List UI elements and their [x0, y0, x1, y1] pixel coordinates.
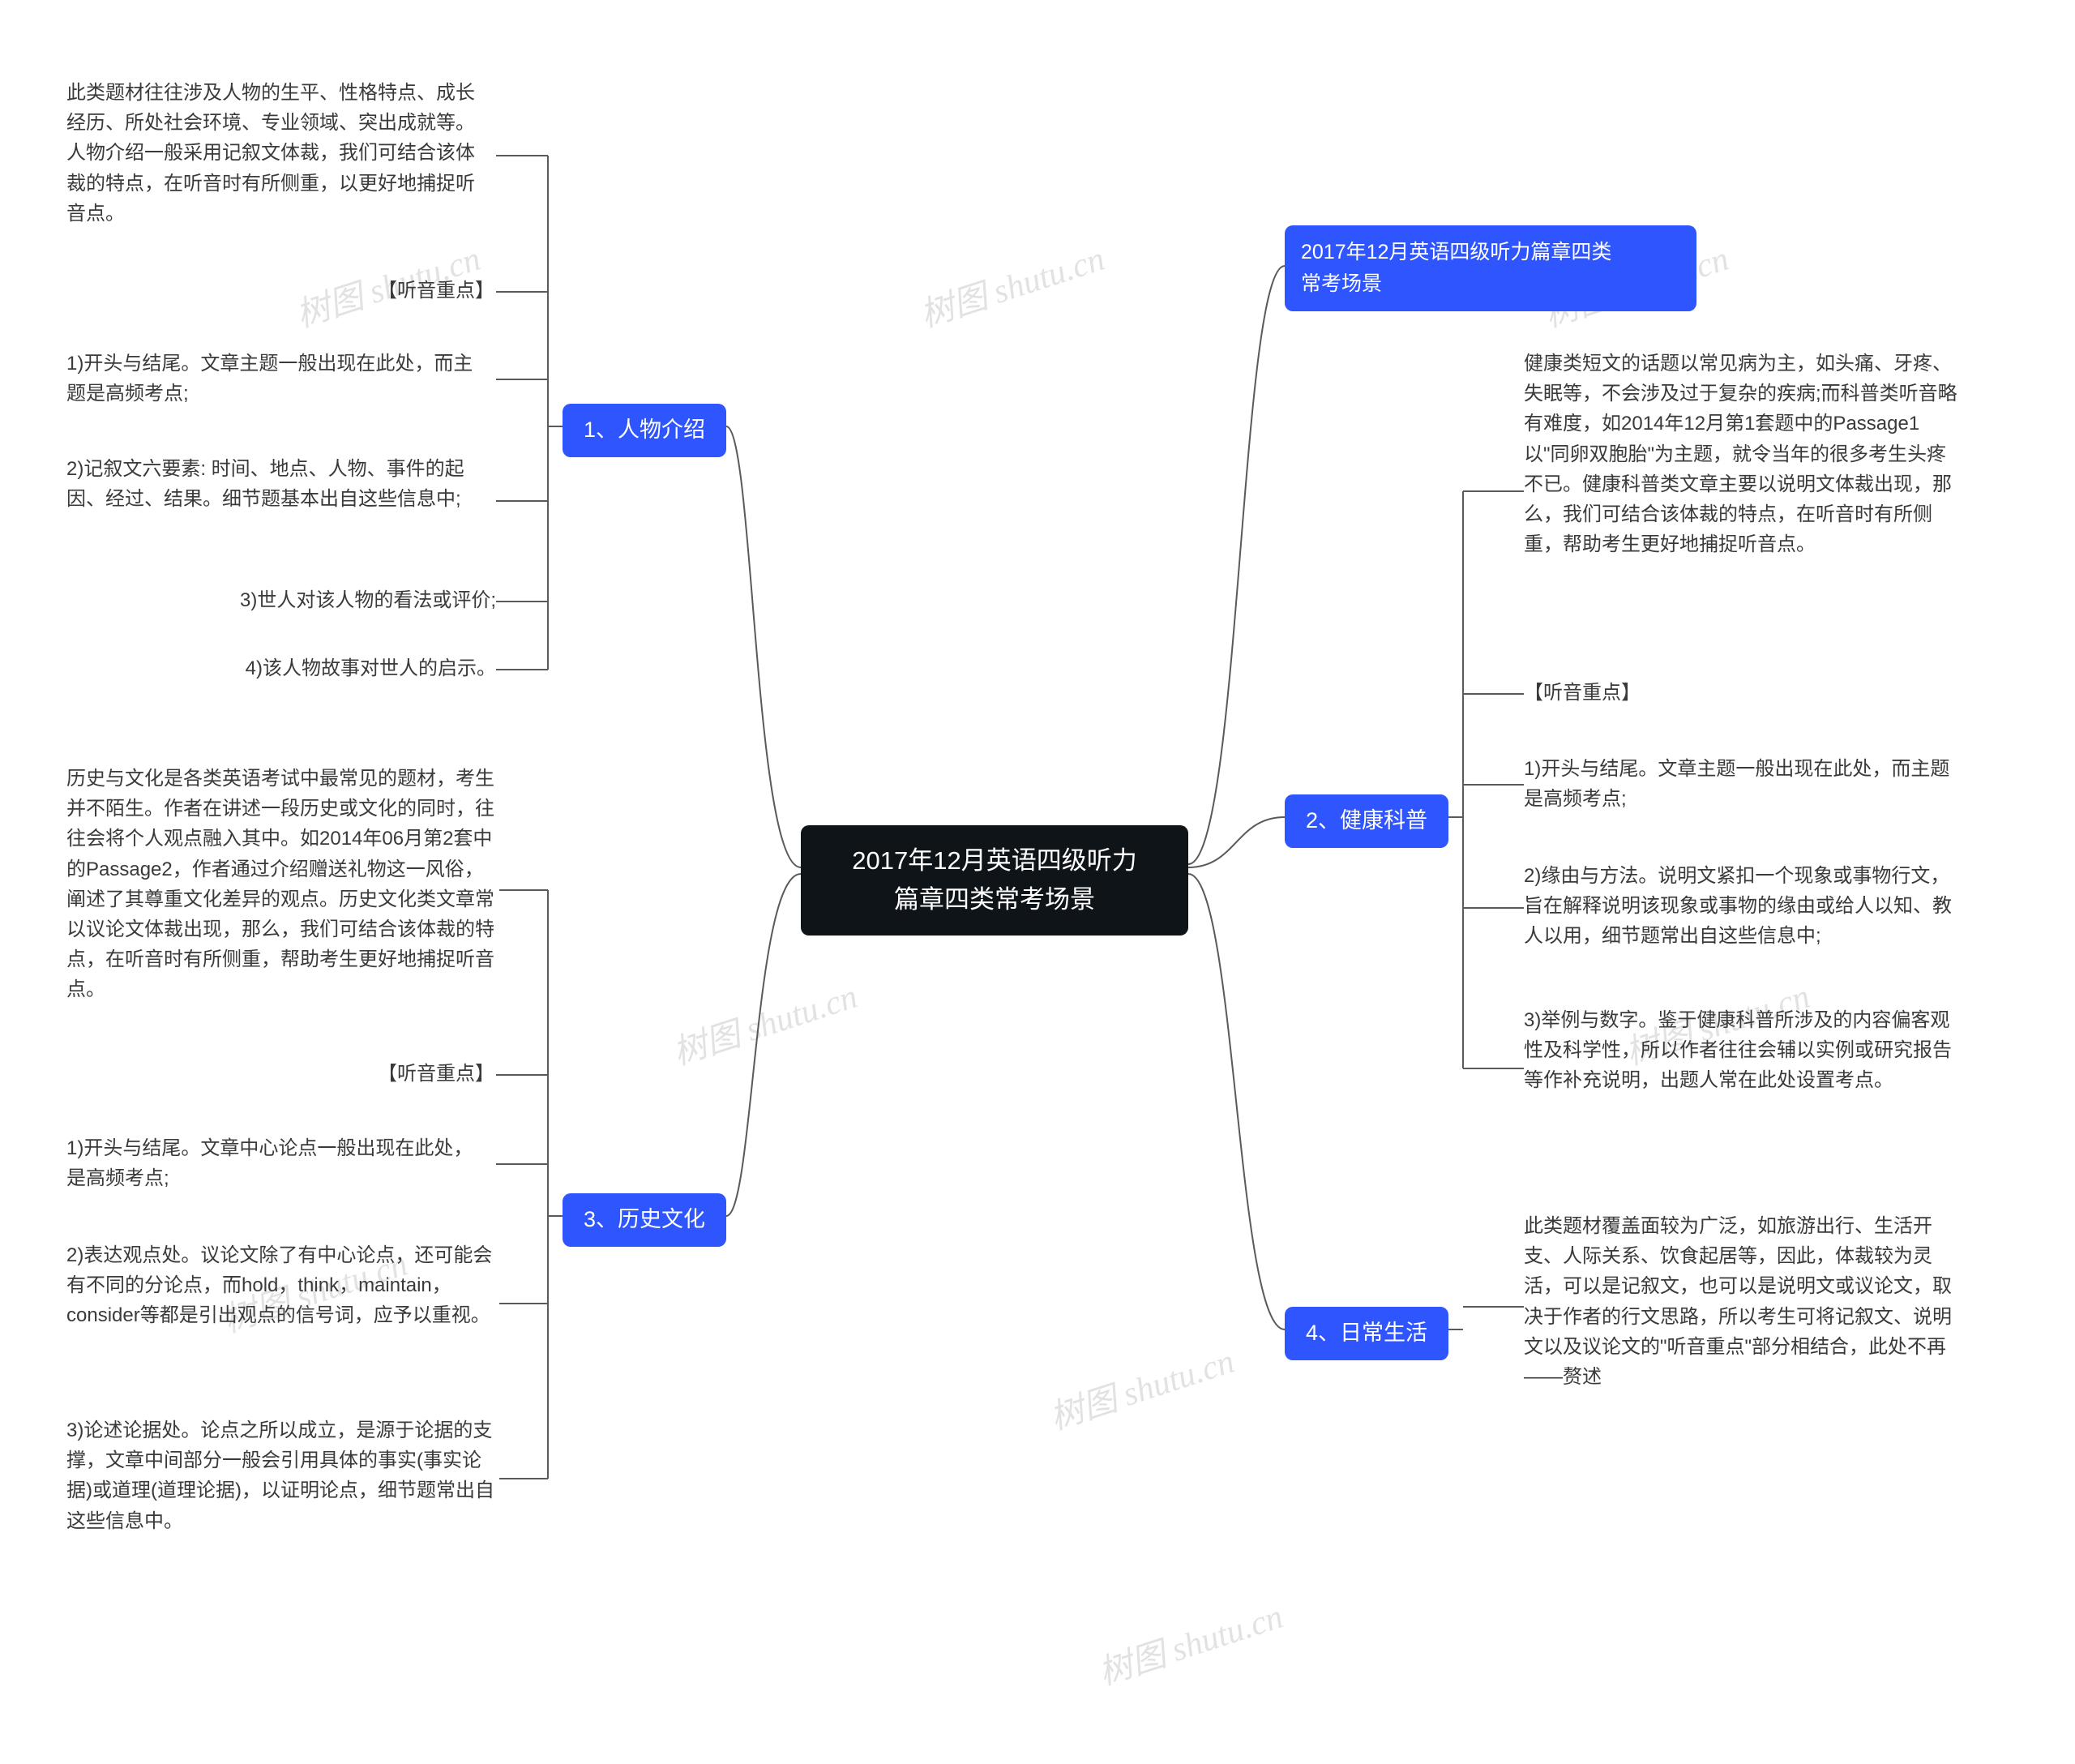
leaf-text: 此类题材覆盖面较为广泛，如旅游出行、生活开支、人际关系、饮食起居等，因此，体裁较…: [1524, 1215, 1952, 1388]
watermark: 树图 shutu.cn: [665, 969, 862, 1075]
leaf-text: 1)开头与结尾。文章中心论点一般出现在此处，是高频考点;: [66, 1137, 473, 1189]
branch-1: 1、人物介绍: [563, 404, 726, 457]
center-node: 2017年12月英语四级听力 篇章四类常考场景: [801, 825, 1188, 936]
leaf-text: 此类题材往往涉及人物的生平、性格特点、成长经历、所处社会环境、专业领域、突出成就…: [66, 82, 475, 225]
leaf-b3c5: 3)论述论据处。论点之所以成立，是源于论据的支撑，文章中间部分一般会引用具体的事…: [66, 1415, 496, 1536]
leaf-text: 1)开头与结尾。文章主题一般出现在此处，而主题是高频考点;: [1524, 758, 1949, 810]
leaf-text: 4)该人物故事对世人的启示。: [246, 657, 496, 679]
leaf-b2c4: 2)缘由与方法。说明文紧扣一个现象或事物行文，旨在解释说明该现象或事物的缘由或给…: [1524, 861, 1962, 952]
center-node-text: 2017年12月英语四级听力 篇章四类常考场景: [824, 841, 1166, 919]
leaf-b1c4: 2)记叙文六要素: 时间、地点、人物、事件的起因、经过、结果。细节题基本出自这些…: [66, 454, 490, 514]
leaf-b3c3: 1)开头与结尾。文章中心论点一般出现在此处，是高频考点;: [66, 1133, 490, 1193]
leaf-b2c1: 健康类短文的话题以常见病为主，如头痛、牙疼、失眠等，不会涉及过于复杂的疾病;而科…: [1524, 349, 1962, 559]
leaf-b3c2: 【听音重点】: [365, 1059, 494, 1089]
leaf-text: 【听音重点】: [1524, 682, 1641, 704]
watermark: 树图 shutu.cn: [913, 231, 1110, 337]
leaf-b3c1: 历史与文化是各类英语考试中最常见的题材，考生并不陌生。作者在讲述一段历史或文化的…: [66, 764, 496, 1005]
leaf-text: 2)记叙文六要素: 时间、地点、人物、事件的起因、经过、结果。细节题基本出自这些…: [66, 458, 464, 510]
leaf-text: 【听音重点】: [378, 1063, 494, 1085]
leaf-text: 3)论述论据处。论点之所以成立，是源于论据的支撑，文章中间部分一般会引用具体的事…: [66, 1419, 494, 1532]
leaf-b1c5: 3)世人对该人物的看法或评价;: [206, 585, 496, 615]
leaf-text: 3)世人对该人物的看法或评价;: [240, 589, 496, 611]
branch-label: 1、人物介绍: [584, 417, 705, 442]
leaf-text: 历史与文化是各类英语考试中最常见的题材，考生并不陌生。作者在讲述一段历史或文化的…: [66, 768, 494, 1000]
leaf-text: 【听音重点】: [378, 280, 494, 302]
note-right: 2017年12月英语四级听力篇章四类 常考场景: [1285, 225, 1696, 311]
branch-2: 2、健康科普: [1285, 794, 1448, 848]
branch-label: 4、日常生活: [1306, 1321, 1427, 1345]
note-right-text: 2017年12月英语四级听力篇章四类 常考场景: [1301, 237, 1680, 300]
branch-label: 3、历史文化: [584, 1207, 705, 1231]
leaf-b1c2: 【听音重点】: [365, 276, 494, 306]
leaf-text: 2)表达观点处。议论文除了有中心论点，还可能会有不同的分论点，而hold，thi…: [66, 1244, 492, 1326]
mindmap-canvas: 树图 shutu.cn 树图 shutu.cn 树图 shutu.cn 树图 s…: [0, 0, 2075, 1764]
leaf-text: 健康类短文的话题以常见病为主，如头痛、牙疼、失眠等，不会涉及过于复杂的疾病;而科…: [1524, 353, 1957, 555]
watermark: 树图 shutu.cn: [1091, 1589, 1288, 1695]
leaf-b1c6: 4)该人物故事对世人的启示。: [206, 653, 496, 683]
watermark: 树图 shutu.cn: [1042, 1334, 1239, 1440]
leaf-b4c1: 此类题材覆盖面较为广泛，如旅游出行、生活开支、人际关系、饮食起居等，因此，体裁较…: [1524, 1211, 1962, 1392]
leaf-b2c5: 3)举例与数字。鉴于健康科普所涉及的内容偏客观性及科学性，所以作者往往会辅以实例…: [1524, 1005, 1962, 1096]
leaf-b1c3: 1)开头与结尾。文章主题一般出现在此处，而主题是高频考点;: [66, 349, 490, 409]
branch-4: 4、日常生活: [1285, 1307, 1448, 1360]
branch-label: 2、健康科普: [1306, 808, 1427, 833]
leaf-b3c4: 2)表达观点处。议论文除了有中心论点，还可能会有不同的分论点，而hold，thi…: [66, 1240, 496, 1331]
leaf-b2c3: 1)开头与结尾。文章主题一般出现在此处，而主题是高频考点;: [1524, 754, 1962, 814]
leaf-text: 2)缘由与方法。说明文紧扣一个现象或事物行文，旨在解释说明该现象或事物的缘由或给…: [1524, 865, 1952, 947]
leaf-text: 1)开头与结尾。文章主题一般出现在此处，而主题是高频考点;: [66, 353, 473, 405]
branch-3: 3、历史文化: [563, 1193, 726, 1247]
leaf-text: 3)举例与数字。鉴于健康科普所涉及的内容偏客观性及科学性，所以作者往往会辅以实例…: [1524, 1009, 1952, 1091]
leaf-b2c2: 【听音重点】: [1524, 678, 1686, 708]
leaf-b1c1: 此类题材往往涉及人物的生平、性格特点、成长经历、所处社会环境、专业领域、突出成就…: [66, 78, 490, 229]
